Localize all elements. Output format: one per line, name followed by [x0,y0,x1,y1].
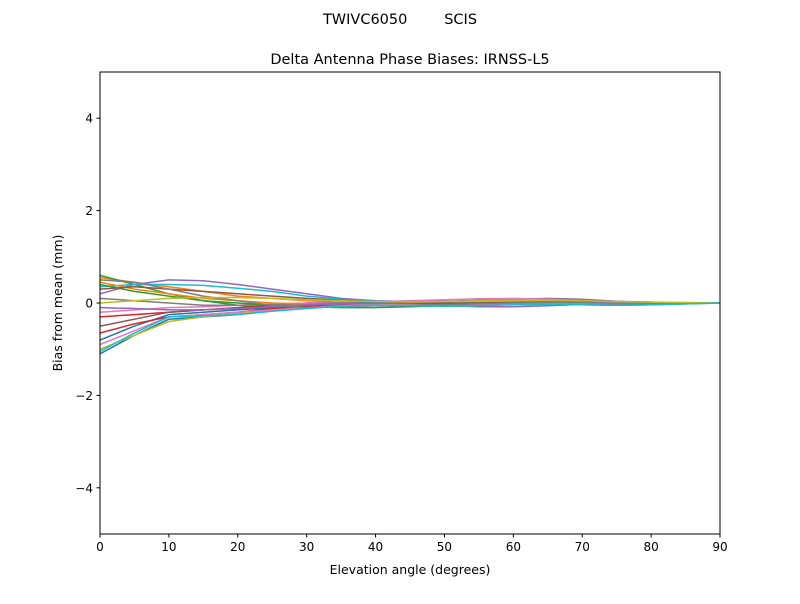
x-tick-label: 40 [368,540,383,554]
series-line-20 [100,302,720,353]
ticks-group: 0 10 20 30 40 50 60 70 80 90 −4 −2 0 2 4 [75,112,727,554]
y-axis-label: Bias from mean (mm) [50,235,65,372]
x-tick-label: 20 [230,540,245,554]
x-tick-label: 0 [96,540,104,554]
axes-frame [99,71,721,535]
x-tick-label: 50 [437,540,452,554]
series-line-19 [100,296,720,304]
series-group [100,274,720,355]
x-axis-label: Elevation angle (degrees) [330,562,491,577]
y-tick-label: 0 [85,297,93,311]
x-tick-label: 60 [506,540,521,554]
y-tick-label: −2 [75,389,93,403]
y-tick-label: 4 [85,112,93,126]
x-tick-label: 10 [161,540,176,554]
chart-title: Delta Antenna Phase Biases: IRNSS-L5 [270,52,549,68]
chart-suptitle: TWIVC6050 SCIS [322,12,477,28]
x-tick-label: 90 [712,540,727,554]
y-tick-label: −4 [75,481,93,495]
x-tick-label: 30 [299,540,314,554]
x-tick-label: 80 [643,540,658,554]
series-line-1 [100,299,720,355]
series-line-11 [100,302,720,341]
x-tick-label: 70 [575,540,590,554]
y-tick-label: 2 [85,204,93,218]
